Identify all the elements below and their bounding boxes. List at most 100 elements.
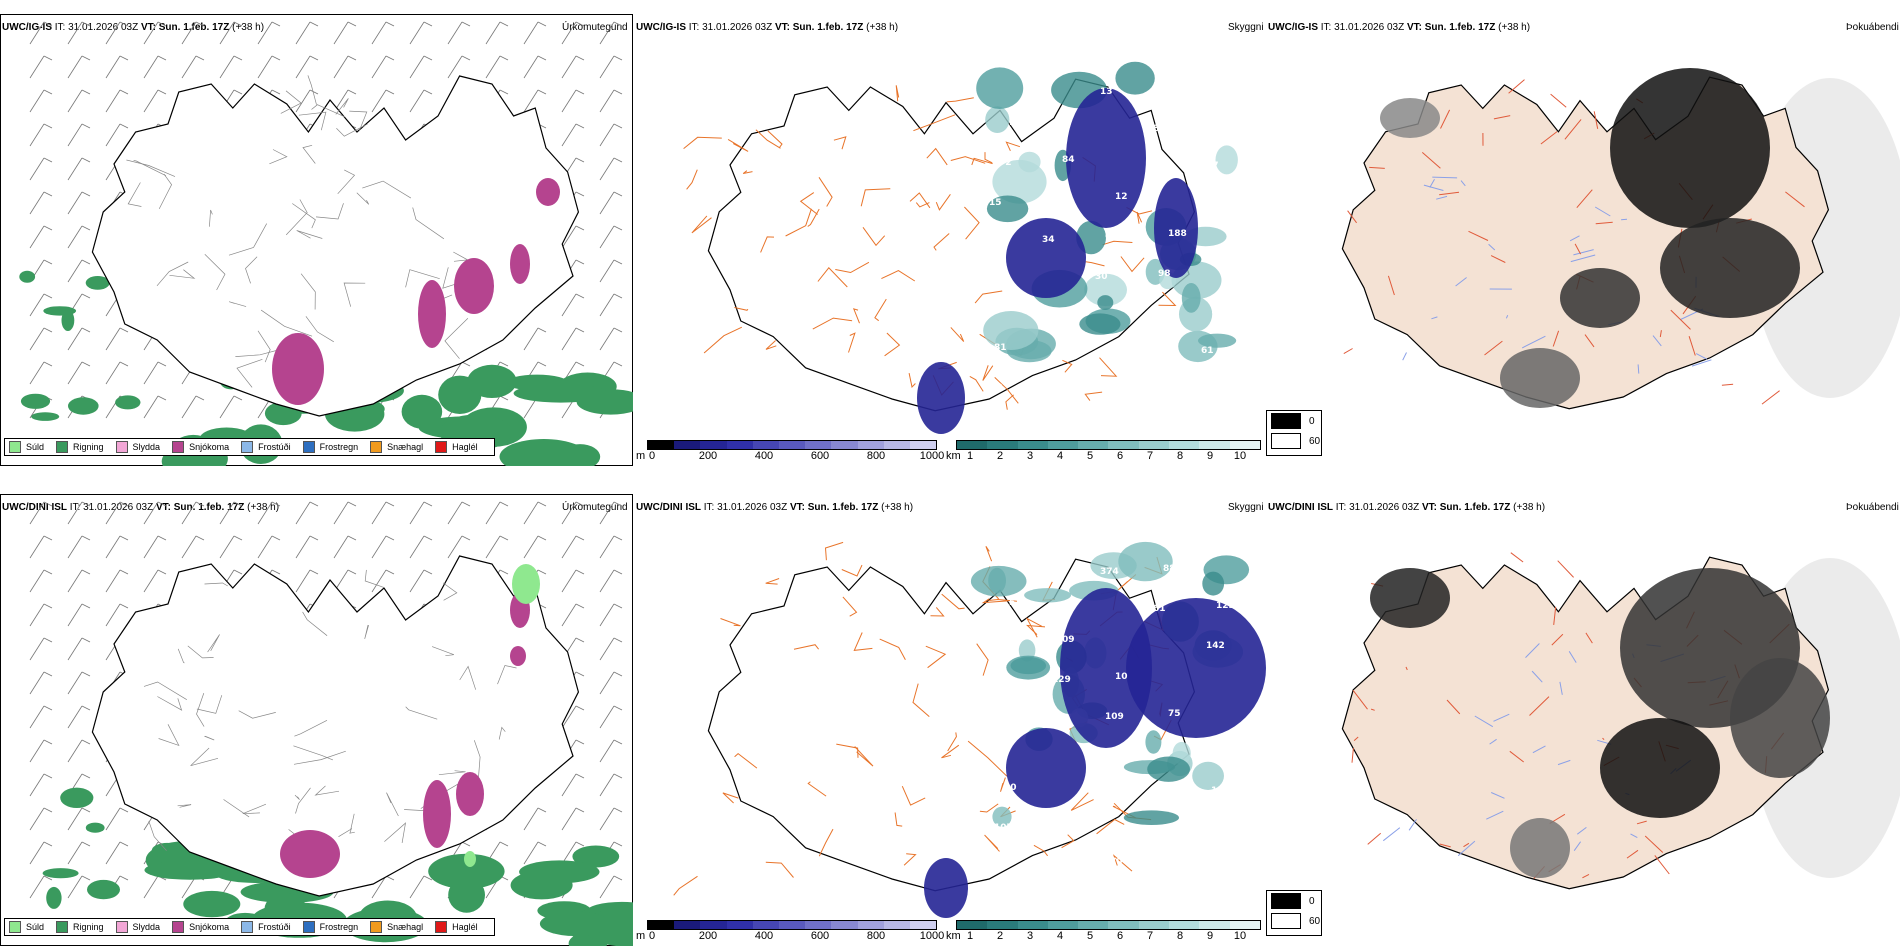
wind-barb [67,123,83,147]
road [285,199,308,236]
wind-barb-flag [81,875,91,881]
colorbar-swatch [674,921,701,929]
road [930,607,945,617]
visibility-tick: 7 [1146,450,1154,462]
wind-barb [561,225,577,249]
cloud-value-label: 91 [1009,118,1022,128]
wind-barb-flag [423,89,433,95]
road [442,582,458,601]
fog-panel-title: Þokuábendi [1846,502,1899,513]
wind-barb [599,773,615,797]
road [412,207,445,240]
wind-barb-flag [309,89,319,95]
river [1532,745,1546,754]
wind-barb [257,501,273,525]
wind-barb [29,327,45,351]
wind-barb [67,841,83,865]
height-tick: 800 [866,450,886,462]
vt-value: Sun. 1.feb. 17Z [1439,502,1511,513]
wind-barb-flag [613,569,623,575]
wind-barb-flag [233,535,243,541]
road [236,358,263,388]
wind-barb-flag [119,327,129,333]
wind-barb-flag [81,603,91,609]
road [386,792,399,817]
road [204,254,226,291]
visibility-area [983,311,1039,350]
wind-barb [523,535,539,559]
wind-barb-flag [575,123,585,129]
road [148,820,167,851]
wind-barb-flag [81,637,91,643]
lead-time: (+38 h) [881,502,914,513]
road [950,327,965,342]
rain-area [20,393,51,409]
road [1490,255,1506,263]
legend-label: Rigning [73,442,104,452]
fog-swatch [1271,433,1301,449]
wind-barb [219,501,235,525]
river [1408,819,1417,831]
wind-barb [599,807,615,831]
model-name: UWC/IG-IS [2,22,52,33]
colorbar-swatch [909,441,937,449]
precip-legend: Súld Rigning Slydda Snjókoma Frostúði Frostre… [4,438,495,456]
road [686,169,698,190]
road [126,159,176,177]
wind-barb [371,875,387,899]
wind-barb [523,21,539,45]
road [1670,309,1691,330]
height-tick: 800 [866,930,886,942]
road [1084,391,1103,401]
precip-map [29,501,633,946]
road [967,740,1008,777]
visibility-tick: 4 [1056,450,1064,462]
wind-barb-flag [271,21,281,27]
river [1521,335,1546,349]
wind-barb [561,55,577,79]
road [807,208,820,227]
road [836,743,859,758]
wind-barb-flag [43,773,53,779]
road [1000,777,1006,792]
road [1585,632,1593,644]
wind-barb-flag [575,569,585,575]
wind-barb [105,501,121,525]
wind-barb-flag [575,225,585,231]
wind-barb [523,807,539,831]
road [349,110,368,132]
wind-barb-flag [575,259,585,265]
wind-barb-flag [575,739,585,745]
wind-barb [29,361,45,385]
wind-barb-flag [195,21,205,27]
vt-value: Sun. 1.feb. 17Z [173,502,245,513]
snow-area [510,646,526,666]
wind-barb [67,875,83,899]
road [497,665,517,685]
lead-time: (+38 h) [1513,502,1546,513]
wind-barb-flag [309,535,319,541]
colorbar-swatch [1169,441,1200,449]
wind-barb-flag [613,361,623,367]
wind-barb [333,21,349,45]
road [812,317,853,330]
fog-legend-item: 0 [1267,411,1321,431]
visibility-tick: 2 [996,450,1004,462]
wind-barb-flag [575,603,585,609]
colorbar-swatch [1199,441,1230,449]
road [976,643,989,676]
drizzle-area [464,851,476,867]
wind-barb-flag [119,55,129,61]
wind-barb [143,569,159,593]
wind-barb [105,361,121,385]
legend-label: Slydda [132,442,161,452]
road [1484,340,1503,356]
wind-barb-flag [43,671,53,677]
wind-barb-flag [385,569,395,575]
snow-area [456,772,484,816]
road [190,747,219,767]
road [356,192,370,205]
wind-barb-flag [347,501,357,507]
road [908,372,916,389]
rain-area [60,787,94,808]
